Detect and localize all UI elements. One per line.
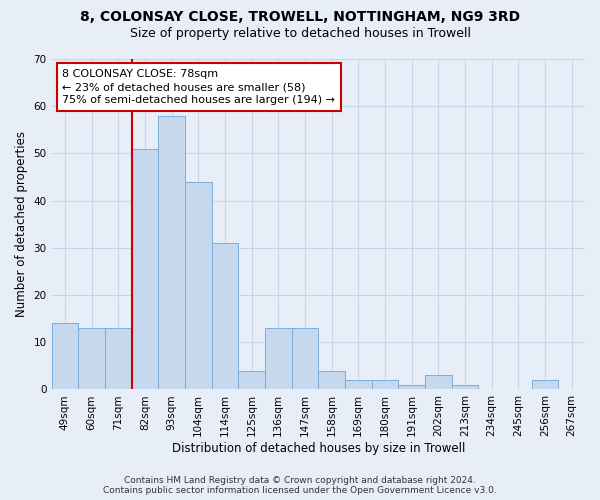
Bar: [158, 116, 185, 390]
Bar: [292, 328, 318, 390]
Text: 8, COLONSAY CLOSE, TROWELL, NOTTINGHAM, NG9 3RD: 8, COLONSAY CLOSE, TROWELL, NOTTINGHAM, …: [80, 10, 520, 24]
Bar: [318, 370, 345, 390]
Bar: [452, 384, 478, 390]
Bar: [371, 380, 398, 390]
Bar: [265, 328, 292, 390]
Text: Size of property relative to detached houses in Trowell: Size of property relative to detached ho…: [130, 28, 470, 40]
Text: Contains HM Land Registry data © Crown copyright and database right 2024.
Contai: Contains HM Land Registry data © Crown c…: [103, 476, 497, 495]
Bar: [212, 243, 238, 390]
Bar: [185, 182, 212, 390]
Bar: [131, 148, 158, 390]
Bar: [52, 324, 78, 390]
Text: 8 COLONSAY CLOSE: 78sqm
← 23% of detached houses are smaller (58)
75% of semi-de: 8 COLONSAY CLOSE: 78sqm ← 23% of detache…: [62, 69, 335, 106]
Bar: [105, 328, 131, 390]
Bar: [398, 384, 425, 390]
Bar: [425, 376, 452, 390]
Bar: [238, 370, 265, 390]
Bar: [532, 380, 559, 390]
X-axis label: Distribution of detached houses by size in Trowell: Distribution of detached houses by size …: [172, 442, 465, 455]
Y-axis label: Number of detached properties: Number of detached properties: [15, 131, 28, 317]
Bar: [78, 328, 105, 390]
Bar: [345, 380, 371, 390]
